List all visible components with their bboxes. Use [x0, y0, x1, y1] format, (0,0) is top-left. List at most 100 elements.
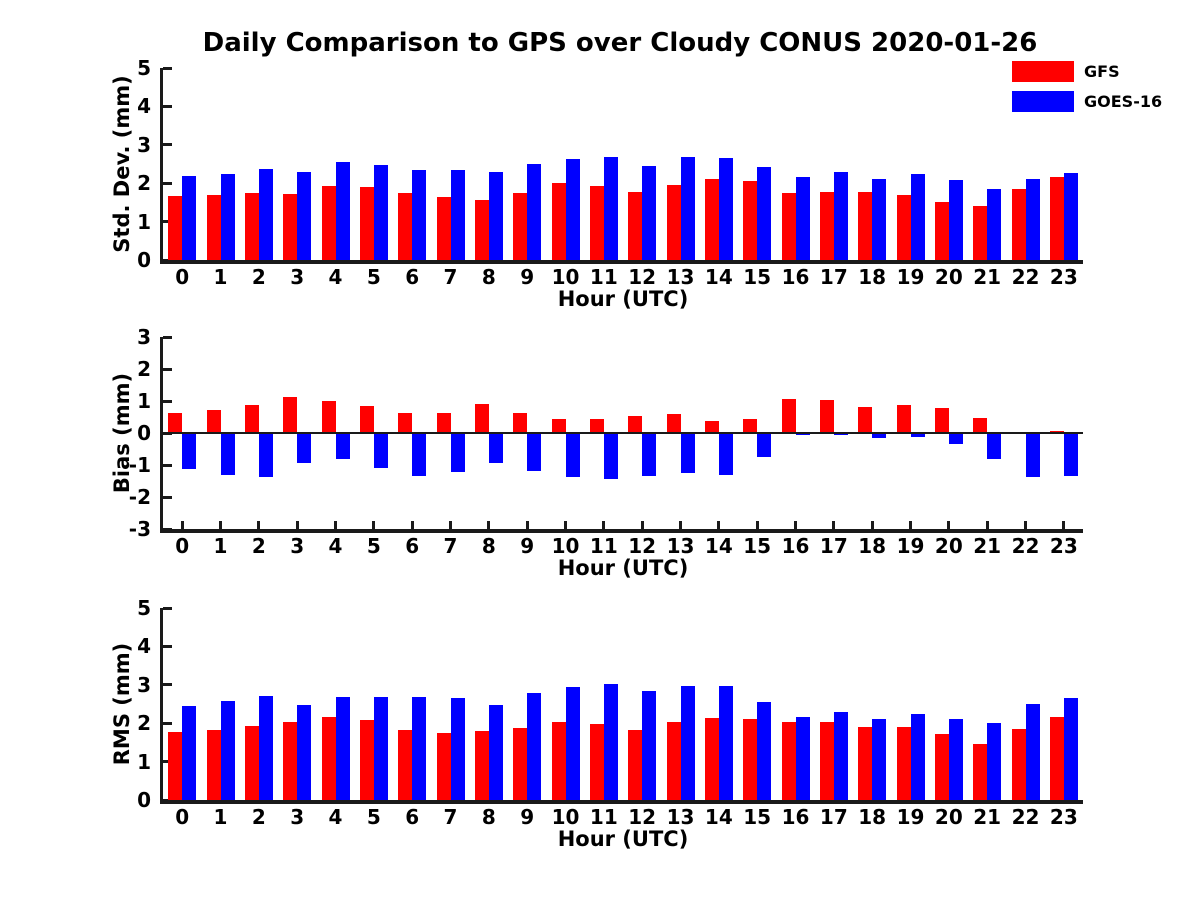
bar-gfs: [359, 405, 374, 433]
x-tick-label: 7: [443, 265, 458, 289]
bar-goes-16: [182, 175, 197, 260]
y-tick: [163, 721, 172, 725]
bar-gfs: [666, 185, 681, 260]
x-tick-label: 15: [743, 265, 772, 289]
x-tick-label: 11: [589, 534, 618, 558]
y-tick-label: 3: [137, 672, 151, 697]
bar-goes-16: [335, 162, 350, 260]
x-tick-label: 4: [328, 805, 343, 829]
bar-gfs: [781, 722, 796, 800]
bar-goes-16: [182, 705, 197, 800]
bar-goes-16: [450, 433, 465, 473]
bar-gfs: [168, 412, 183, 433]
bar-goes-16: [910, 433, 925, 437]
bar-goes-16: [335, 433, 350, 459]
y-tick-label: 3: [137, 325, 151, 349]
x-tick: [985, 521, 989, 529]
x-tick-label: 14: [704, 265, 733, 289]
bar-goes-16: [757, 433, 772, 458]
bar-gfs: [513, 192, 528, 260]
y-tick-label: 2: [137, 711, 151, 736]
bar-gfs: [474, 730, 489, 800]
x-tick-label: 1: [213, 805, 228, 829]
y-tick-label: 0: [137, 788, 151, 812]
x-tick: [832, 521, 836, 529]
bar-goes-16: [1063, 433, 1078, 476]
bar-goes-16: [258, 696, 273, 800]
bar-goes-16: [220, 174, 235, 260]
rms-x-axis-label: Hour (UTC): [557, 827, 689, 851]
x-tick: [1062, 521, 1066, 529]
x-tick-label: 22: [1011, 805, 1040, 829]
y-tick-label: 1: [137, 389, 151, 413]
bar-goes-16: [220, 433, 235, 475]
x-tick-label: 1: [213, 265, 228, 289]
bar-gfs: [1049, 177, 1064, 260]
bar-goes-16: [718, 686, 733, 800]
bar-gfs: [858, 726, 873, 800]
bar-gfs: [1049, 717, 1064, 800]
x-tick-label: 12: [628, 805, 657, 829]
bar-gfs: [244, 405, 259, 433]
bar-gfs: [321, 401, 336, 433]
x-tick-label: 14: [704, 805, 733, 829]
bar-gfs: [168, 195, 183, 260]
bar-goes-16: [565, 433, 580, 477]
y-tick-label: 2: [137, 357, 151, 381]
bar-goes-16: [948, 433, 963, 445]
x-tick-label: 20: [934, 534, 963, 558]
bar-gfs: [436, 413, 451, 433]
bar-gfs: [436, 196, 451, 260]
bar-goes-16: [872, 178, 887, 260]
bar-gfs: [206, 729, 221, 800]
x-tick-label: 4: [328, 265, 343, 289]
x-tick: [1024, 521, 1027, 529]
x-tick-label: 19: [896, 534, 925, 558]
bar-gfs: [551, 183, 566, 260]
x-tick-label: 13: [666, 265, 695, 289]
legend-item-gfs: GFS: [1012, 61, 1162, 82]
bar-goes-16: [795, 433, 810, 436]
y-tick: [163, 683, 172, 687]
bar-goes-16: [910, 173, 925, 260]
x-tick-label: 8: [481, 805, 496, 829]
x-tick-label: 18: [858, 534, 887, 558]
bar-gfs: [168, 731, 183, 800]
x-tick-label: 21: [973, 534, 1002, 558]
x-tick: [219, 521, 222, 529]
y-tick: [163, 644, 172, 648]
bar-gfs: [474, 200, 489, 260]
x-tick-label: 22: [1011, 265, 1040, 289]
bar-gfs: [934, 201, 949, 260]
x-tick: [525, 521, 529, 529]
x-tick: [947, 521, 951, 529]
x-tick-label: 5: [366, 534, 381, 558]
bar-gfs: [704, 420, 719, 433]
x-tick-label: 9: [520, 805, 535, 829]
bar-goes-16: [948, 719, 963, 800]
bar-goes-16: [373, 697, 388, 800]
bar-gfs: [896, 195, 911, 260]
legend-label-goes16: GOES-16: [1084, 92, 1163, 111]
bar-gfs: [819, 722, 834, 800]
x-tick: [410, 521, 414, 529]
bar-gfs: [704, 179, 719, 260]
y-tick: [163, 606, 172, 610]
bar-goes-16: [373, 165, 388, 260]
bar-gfs: [666, 413, 681, 433]
x-tick-label: 6: [405, 805, 420, 829]
x-tick-label: 0: [175, 805, 190, 829]
y-tick: [163, 143, 172, 147]
y-tick-label: -1: [128, 453, 151, 477]
bar-gfs: [244, 192, 259, 260]
bar-goes-16: [450, 698, 465, 800]
bar-goes-16: [987, 189, 1002, 260]
x-tick: [755, 521, 759, 529]
y-tick: [163, 367, 172, 371]
x-tick-label: 14: [704, 534, 733, 558]
y-tick-label: 4: [137, 94, 151, 119]
bar-goes-16: [297, 433, 312, 463]
bar-gfs: [589, 185, 604, 260]
chart-title: Daily Comparison to GPS over Cloudy CONU…: [202, 28, 1038, 58]
